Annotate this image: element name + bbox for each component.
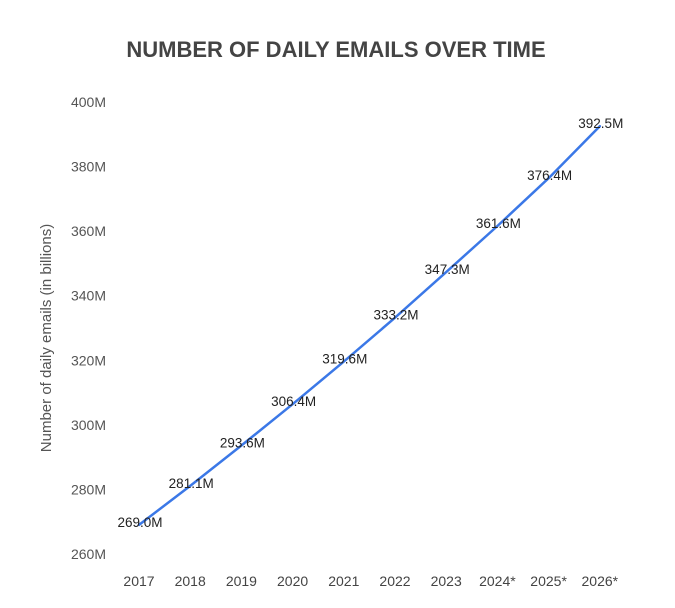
- x-tick-label: 2019: [226, 573, 257, 589]
- x-tick-label: 2023: [431, 573, 462, 589]
- y-tick-label: 360M: [71, 223, 106, 239]
- data-label: 293.6M: [220, 436, 265, 451]
- y-tick-label: 260M: [71, 546, 106, 562]
- data-label: 392.5M: [578, 116, 623, 131]
- data-label: 347.3M: [425, 262, 470, 277]
- x-tick-label: 2020: [277, 573, 308, 589]
- x-tick-label: 2021: [328, 573, 359, 589]
- x-tick-label: 2025*: [530, 573, 567, 589]
- y-tick-label: 380M: [71, 159, 106, 175]
- y-axis-label: Number of daily emails (in billions): [38, 224, 55, 452]
- x-tick-label: 2022: [379, 573, 410, 589]
- data-labels: 269.0M 281.1M 293.6M 306.4M 319.6M 333.2M 347.…: [117, 116, 623, 530]
- data-label: 306.4M: [271, 394, 316, 409]
- x-axis-ticks: 2017 2018 2019 2020 2021 2022 2023 2024* 2025* 20…: [123, 573, 618, 589]
- x-tick-label: 2024*: [479, 573, 516, 589]
- y-tick-label: 300M: [71, 417, 106, 433]
- x-tick-label: 2017: [123, 573, 154, 589]
- y-tick-label: 340M: [71, 288, 106, 304]
- x-tick-label: 2018: [175, 573, 206, 589]
- data-label: 376.4M: [527, 168, 572, 183]
- series-line: [137, 124, 602, 527]
- y-tick-label: 320M: [71, 352, 106, 368]
- data-label: 269.0M: [117, 515, 162, 530]
- data-label: 281.1M: [169, 476, 214, 491]
- data-label: 361.6M: [476, 216, 521, 231]
- x-tick-label: 2026*: [582, 573, 619, 589]
- chart-title: NUMBER OF DAILY EMAILS OVER TIME: [126, 37, 545, 62]
- y-tick-label: 400M: [71, 94, 106, 110]
- data-label: 319.6M: [322, 352, 367, 367]
- data-label: 333.2M: [373, 308, 418, 323]
- y-axis-ticks: 260M 280M 300M 320M 340M 360M 380M 400M: [71, 94, 106, 562]
- y-tick-label: 280M: [71, 481, 106, 497]
